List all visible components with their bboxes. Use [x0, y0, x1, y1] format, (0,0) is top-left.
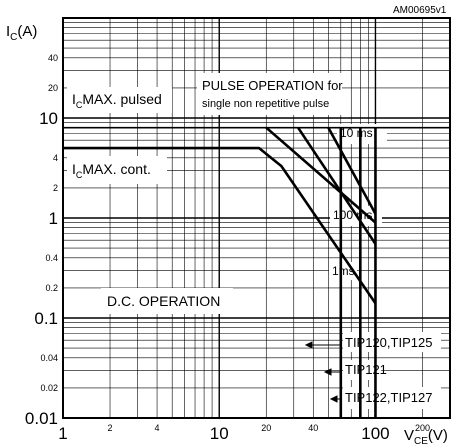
grid — [63, 18, 451, 419]
label-background — [67, 87, 172, 113]
x-tick-label: 4 — [155, 423, 160, 433]
y-tick-label: 0.1 — [34, 309, 58, 328]
x-tick-label: 1 — [58, 424, 67, 443]
label-background — [67, 156, 167, 184]
label-background — [197, 73, 342, 115]
label-background — [343, 387, 441, 409]
pulse-operation-label: PULSE OPERATION for — [202, 78, 343, 93]
tick-labels: 0.01 0.02 0.04 0.1 0.2 0.4 1 2 4 10 20 40 1 2 4 10 20 40 1… — [25, 53, 430, 443]
y-tick-label: 2 — [53, 183, 58, 193]
x-tick-label: 20 — [261, 423, 271, 433]
series-line-3 — [327, 127, 377, 215]
icmax-cont-label: ICMAX. cont. — [72, 161, 151, 180]
x-tick-label: 200 — [415, 423, 430, 433]
device-arrows — [304, 341, 341, 403]
y-tick-label: 1 — [49, 209, 58, 228]
label-background — [101, 288, 233, 314]
x-axis-label: VCE(V) — [404, 427, 448, 447]
x-tick-label: 100 — [361, 424, 389, 443]
y-tick-label: 0.2 — [45, 283, 58, 293]
figure-id: AM00695v1 — [393, 5, 447, 16]
label-backgrounds — [67, 73, 441, 409]
y-axis-label: IC(A) — [6, 23, 37, 43]
curve-label-10ms: 10 ms — [340, 126, 373, 140]
device-label-tip121: TIP121 — [345, 362, 387, 377]
y-tick-label: 0.02 — [40, 383, 58, 393]
device-label-tip122-tip127: TIP122,TIP127 — [345, 390, 432, 405]
series-line-2 — [297, 126, 377, 245]
y-tick-label: 0.04 — [40, 353, 58, 363]
x-tick-label: 2 — [108, 423, 113, 433]
curve-label-100ms: 100 ms — [333, 208, 372, 222]
x-tick-label: 10 — [210, 424, 229, 443]
plot-frame — [62, 17, 451, 419]
x-tick-label: 40 — [308, 423, 318, 433]
series-line-0 — [63, 146, 377, 305]
pulse-operation-sublabel: single non repetitive pulse — [202, 98, 329, 110]
dc-operation-label: D.C. OPERATION — [107, 293, 220, 309]
y-tick-label: 10 — [39, 109, 58, 128]
series-lines — [63, 126, 450, 418]
icmax-pulsed-label: ICMAX. pulsed — [72, 91, 162, 110]
y-tick-label: 40 — [48, 53, 58, 63]
device-label-tip120-tip125: TIP120,TIP125 — [345, 335, 432, 350]
series-line-1 — [265, 126, 377, 224]
y-tick-label: 20 — [48, 83, 58, 93]
y-tick-label: 0.01 — [25, 409, 58, 428]
curve-label-1ms: 1ms — [332, 264, 355, 278]
y-tick-label: 0.4 — [45, 253, 58, 263]
label-background — [343, 360, 381, 380]
y-tick-label: 4 — [53, 153, 58, 163]
label-background — [343, 332, 441, 352]
